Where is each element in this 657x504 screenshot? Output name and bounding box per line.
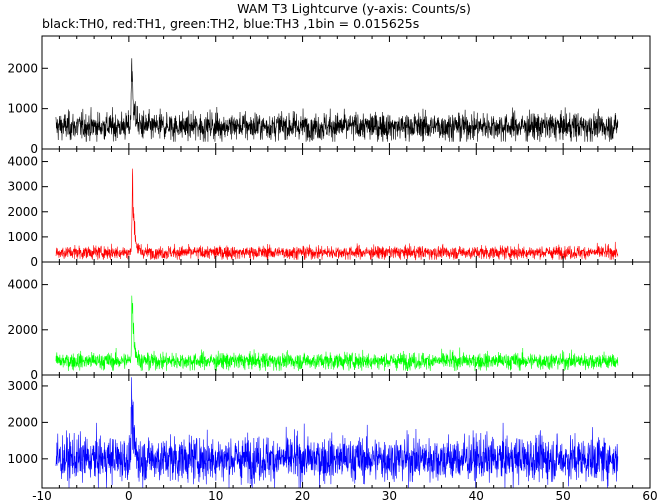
y-tick-label: 1000	[7, 102, 38, 116]
y-tick-label: 0	[30, 255, 38, 269]
y-tick-label: 1000	[7, 230, 38, 244]
y-tick-label: 3000	[7, 180, 38, 194]
panel-th1: 0 1000 2000 3000 4000	[7, 148, 651, 269]
y-tick-label: 0	[30, 368, 38, 382]
chart-subtitle: black:TH0, red:TH1, green:TH2, blue:TH3 …	[42, 16, 419, 31]
x-axis: -10 0 10 20 30 40 50 60	[32, 489, 657, 503]
x-tick-label: 30	[382, 489, 397, 503]
y-tick-label: 1000	[7, 452, 38, 466]
y-tick-label: 2000	[7, 61, 38, 75]
x-tick-label: 10	[208, 489, 223, 503]
panel-th0: 0 1000 2000	[7, 35, 651, 156]
y-tick-label: 0	[30, 142, 38, 156]
series-line-th2	[55, 295, 619, 372]
chart-title: WAM T3 Lightcurve (y-axis: Counts/s)	[237, 1, 471, 16]
series-line-th3	[55, 377, 619, 488]
panel-th2: 0 2000 4000	[7, 261, 651, 382]
y-tick-label: 2000	[7, 205, 38, 219]
y-tick-label: 2000	[7, 323, 38, 337]
y-tick-label: 4000	[7, 278, 38, 292]
y-tick-label: 4000	[7, 155, 38, 169]
panels-group: 0100020000100020003000400002000400010002…	[7, 35, 651, 489]
x-tick-label: 60	[642, 489, 657, 503]
x-tick-label: 40	[469, 489, 484, 503]
y-tick-label: 3000	[7, 379, 38, 393]
series-line-th1	[55, 168, 619, 261]
x-tick-label: 20	[295, 489, 310, 503]
series-line-th0	[55, 58, 619, 142]
x-tick-label: -10	[32, 489, 52, 503]
y-tick-label: 2000	[7, 415, 38, 429]
panel-th3: 1000 2000 3000	[7, 374, 651, 489]
panel-frame	[41, 374, 651, 489]
x-tick-label: 0	[125, 489, 133, 503]
panel-frame	[41, 261, 651, 376]
x-tick-label: 50	[556, 489, 571, 503]
